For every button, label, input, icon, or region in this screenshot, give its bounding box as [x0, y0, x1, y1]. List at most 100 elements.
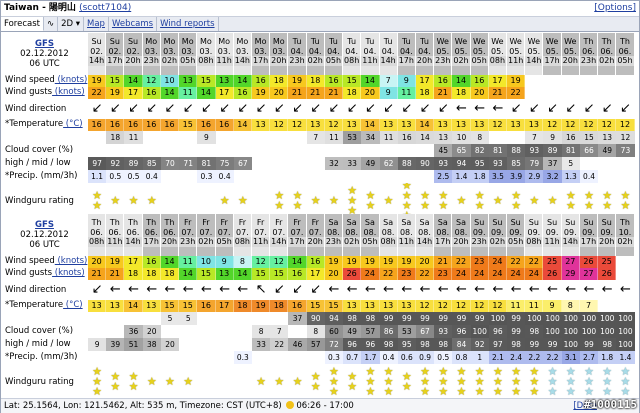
precip-cell [270, 351, 289, 364]
precip-cell: 1.4 [452, 170, 471, 183]
cloud-cell: 100 [579, 312, 599, 325]
date-label: 09. [545, 227, 559, 237]
time-column-header: Th 06. 11h [106, 214, 125, 256]
cloud-cell: 9 [88, 338, 107, 351]
precip-label: *Precip. (mm/3h) [1, 351, 88, 364]
wind-speed-label-unit-link[interactable]: (knots) [54, 75, 88, 85]
cloud-cell [215, 312, 234, 325]
date-label: 07. [254, 227, 267, 237]
options-link[interactable]: [Options] [594, 3, 636, 13]
cloud-low-row: high / mid / low 97 92 89 85 70 71 81 75 67 32 33 49… [1, 157, 639, 170]
wind-arrow-icon: ↙ [510, 101, 522, 116]
rating-cell: ★ [489, 183, 507, 219]
wind-arrow-icon: ↙ [292, 282, 303, 297]
date-label: 06. [600, 46, 614, 56]
precip-cell [288, 351, 307, 364]
cloud-cell: 81 [488, 144, 508, 157]
precip-cell [160, 351, 180, 364]
day-label: Fr [311, 218, 319, 227]
wind-speed-label-unit-link[interactable]: (knots) [54, 256, 88, 266]
precip-cell [106, 351, 125, 364]
wind-arrow-icon: ↙ [200, 101, 212, 116]
wind-gusts-row: Wind gusts (knots) 21 21 18 18 18 14 15 13 14 15 15… [1, 268, 639, 280]
star-icon: ★ [547, 385, 558, 398]
temperature-cell: 16 [124, 119, 143, 131]
star-icon: ★ [383, 365, 394, 378]
tab-map[interactable]: Map [84, 17, 109, 31]
time-column-header: Tu 04. 17h [397, 33, 416, 75]
temperature-cell: 13 [106, 300, 125, 312]
temperature-cell: 13 [306, 119, 325, 131]
cloud-cell: 9 [543, 131, 562, 144]
cloud-cell [288, 325, 307, 338]
star-icon: ★ [347, 380, 358, 393]
time-column-header: Fr 07. 14h [270, 214, 289, 256]
tab-2d[interactable]: 2D ▾ [58, 17, 85, 31]
cloud-cell: 88 [507, 144, 526, 157]
wind-speed-cell: 7 [379, 75, 398, 87]
hour-label: 17h [251, 56, 270, 66]
model-link[interactable]: GFS [35, 39, 54, 49]
precip-cell: 3.1 [561, 351, 580, 364]
precip-cell [324, 170, 344, 183]
model-link[interactable]: GFS [35, 220, 54, 230]
precip-cell [160, 170, 180, 183]
rating-cell: ★ [252, 364, 270, 400]
tab-forecast[interactable]: Forecast [1, 17, 44, 31]
cloud-cell: 100 [525, 312, 544, 325]
graph-icon[interactable]: ∿ [44, 17, 59, 31]
precip-cell: 1.8 [598, 351, 617, 364]
wind-gusts-label-unit-link[interactable]: (knots) [52, 87, 85, 97]
cloud-cell [160, 325, 180, 338]
footer: Lat: 25.1564, Lon: 121.5462, Alt: 535 m,… [1, 398, 639, 413]
date-label: 04. [327, 46, 340, 56]
temperature-label-unit-link[interactable]: (°C) [63, 119, 83, 129]
hour-label: 02h [197, 237, 215, 247]
star-icon: ★ [128, 370, 139, 383]
cloud-cell: 85 [142, 157, 161, 170]
temperature-row: *Temperature (°C) 13 13 14 13 15 15 16 17 18 19 18 1… [1, 300, 639, 312]
cloud-cell: 100 [561, 325, 580, 338]
precip-cell: 3.5 [488, 170, 508, 183]
precip-cell: 0.4 [379, 351, 398, 364]
temperature-cell: 12 [270, 119, 289, 131]
cloud-cell [179, 325, 198, 338]
wind-gust-cell: 22 [507, 87, 526, 99]
rating-cell: ★ ★ ★ [471, 364, 489, 400]
wind-arrow-icon: ← [437, 282, 449, 297]
wind-gust-cell: 14 [179, 268, 198, 280]
temperature-label-unit-link[interactable]: (°C) [63, 300, 83, 310]
star-icon: ★ [620, 189, 631, 202]
day-label: Tu [347, 37, 357, 46]
cloud-cell: 51 [124, 338, 143, 351]
precip-cell: 0.5 [434, 351, 453, 364]
hour-label: 20h [452, 237, 470, 247]
time-column-header: Th 10. 02h [616, 214, 635, 256]
detail-link[interactable]: [Deta [573, 401, 597, 411]
star-icon: ★ [492, 375, 503, 388]
wind-arrow-icon: ↙ [383, 101, 395, 116]
star-icon: ★ [511, 375, 522, 388]
hour-label: 08h [233, 237, 251, 247]
star-icon: ★ [256, 375, 267, 388]
cloud-cell [270, 144, 289, 157]
day-label: Mo [200, 37, 212, 46]
rating-cell: ★ ★ ★ [380, 364, 398, 400]
tab-wind-reports[interactable]: Wind reports [157, 17, 219, 31]
cloud-cell [160, 131, 180, 144]
date-label: 05. [509, 46, 522, 56]
tab-webcams[interactable]: Webcams [109, 17, 158, 31]
cloud-cell [124, 144, 143, 157]
precip-cell: 3.2 [543, 170, 562, 183]
wind-gusts-label-unit-link[interactable]: (knots) [52, 268, 85, 278]
wind-arrow-icon: ↙ [346, 101, 358, 116]
time-column-header: Tu 04. 14h [379, 33, 398, 75]
wind-arrow-icon: ← [492, 282, 504, 297]
precip-cell [306, 351, 325, 364]
day-label: Fr [293, 218, 301, 227]
rating-cell: ★ ★ [434, 183, 452, 219]
user-link[interactable]: (scott7104) [79, 3, 132, 13]
date-label: 08. [418, 227, 431, 237]
wind-speed-cell: 16 [142, 256, 161, 268]
star-icon: ★ [529, 375, 540, 388]
